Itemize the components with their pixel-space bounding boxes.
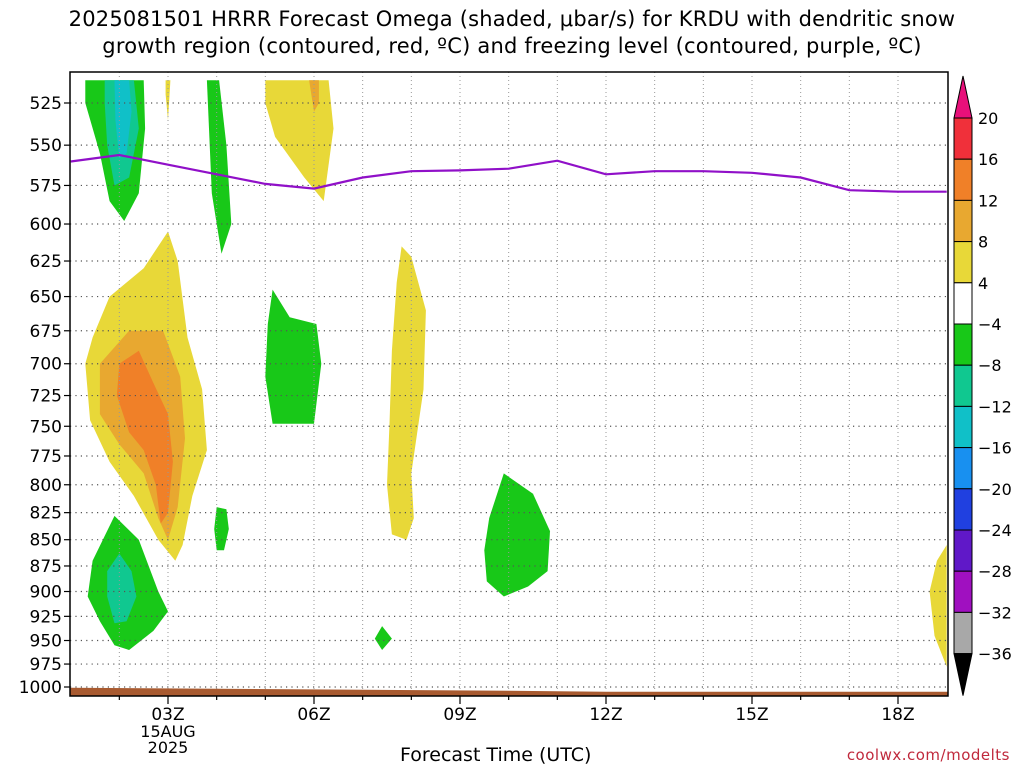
freezing-level-line <box>70 153 947 193</box>
colorbar-label: −4 <box>978 315 1002 334</box>
y-tick-label: 800 <box>30 476 62 496</box>
colorbar-band <box>953 611 973 655</box>
y-tick-label: 775 <box>30 447 62 467</box>
x-tick-label: 15Z <box>735 705 768 725</box>
omega-region <box>114 80 132 159</box>
omega-region <box>265 80 334 202</box>
omega-region <box>116 350 173 524</box>
colorbar-label: 16 <box>978 150 998 169</box>
x-axis-label: Forecast Time (UTC) <box>400 744 592 766</box>
colorbar-under-arrow <box>953 653 973 696</box>
colorbar-label: −36 <box>978 645 1012 664</box>
colorbar-band <box>953 323 973 366</box>
site-credit: coolwx.com/modelts <box>846 746 1010 764</box>
omega-region <box>214 507 229 551</box>
colorbar-label: 4 <box>978 274 988 293</box>
y-tick-label: 675 <box>30 322 62 342</box>
chart-title-line-2: growth region (contoured, red, ºC) and f… <box>102 34 922 58</box>
y-tick-label: 950 <box>30 632 62 652</box>
colorbar: 20 16 12 8 4 −4 −8 −12 −16 −20 −24 −28 −32 −36 <box>953 75 1012 696</box>
y-tick-label: 1000 <box>19 678 62 698</box>
colorbar-band <box>953 364 973 407</box>
x-tick-label: 18Z <box>881 705 914 725</box>
omega-region <box>929 545 947 667</box>
y-tick-label: 975 <box>30 655 62 675</box>
colorbar-label: 8 <box>978 233 988 252</box>
x-tick-label: 03Z <box>151 705 184 725</box>
x-tick-label: 06Z <box>297 705 330 725</box>
colorbar-band <box>953 158 973 201</box>
colorbar-label: −8 <box>978 356 1002 375</box>
y-tick-label: 725 <box>30 387 62 407</box>
y-tick-label: 525 <box>30 94 62 114</box>
colorbar-label: 20 <box>978 109 998 128</box>
omega-region <box>206 80 232 254</box>
colorbar-band <box>953 282 973 325</box>
omega-region <box>374 626 392 650</box>
y-tick-label: 550 <box>30 136 62 156</box>
y-tick-label: 875 <box>30 557 62 577</box>
colorbar-band <box>953 199 973 243</box>
omega-region <box>107 553 137 624</box>
colorbar-band <box>953 488 973 531</box>
colorbar-band <box>953 405 973 449</box>
omega-region <box>309 80 319 112</box>
colorbar-band <box>953 529 973 572</box>
y-tick-label: 700 <box>30 355 62 375</box>
x-tick-sublabel: 2025 <box>148 738 189 757</box>
colorbar-label: −24 <box>978 521 1012 540</box>
y-tick-label: 850 <box>30 531 62 551</box>
chart-title-line-1: 2025081501 HRRR Forecast Omega (shaded, … <box>68 7 956 31</box>
terrain-strip <box>70 687 948 696</box>
plot-area <box>70 72 948 696</box>
y-tick-label: 600 <box>30 215 62 235</box>
chart-title: 2025081501 HRRR Forecast Omega (shaded, … <box>0 6 1024 60</box>
colorbar-band <box>953 570 973 613</box>
y-tick-label: 900 <box>30 583 62 603</box>
colorbar-label: −16 <box>978 439 1012 458</box>
omega-region <box>484 473 550 597</box>
y-tick-label: 825 <box>30 504 62 524</box>
colorbar-over-arrow <box>953 75 973 119</box>
y-tick-label: 625 <box>30 252 62 272</box>
x-tick-sublabel: 15AUG <box>140 722 195 741</box>
x-tick-label: 09Z <box>443 705 476 725</box>
y-tick-label: 750 <box>30 417 62 437</box>
colorbar-band <box>953 241 973 284</box>
colorbar-band <box>953 117 973 160</box>
colorbar-label: −20 <box>978 480 1012 499</box>
colorbar-label: −28 <box>978 562 1012 581</box>
colorbar-label: −12 <box>978 397 1012 416</box>
omega-region <box>265 289 322 424</box>
y-tick-label: 925 <box>30 607 62 627</box>
colorbar-label: 12 <box>978 191 998 210</box>
y-tick-label: 575 <box>30 176 62 196</box>
colorbar-label: −32 <box>978 603 1012 622</box>
y-tick-label: 650 <box>30 288 62 308</box>
colorbar-band <box>953 447 973 490</box>
x-tick-label: 12Z <box>589 705 622 725</box>
omega-region <box>387 246 426 540</box>
